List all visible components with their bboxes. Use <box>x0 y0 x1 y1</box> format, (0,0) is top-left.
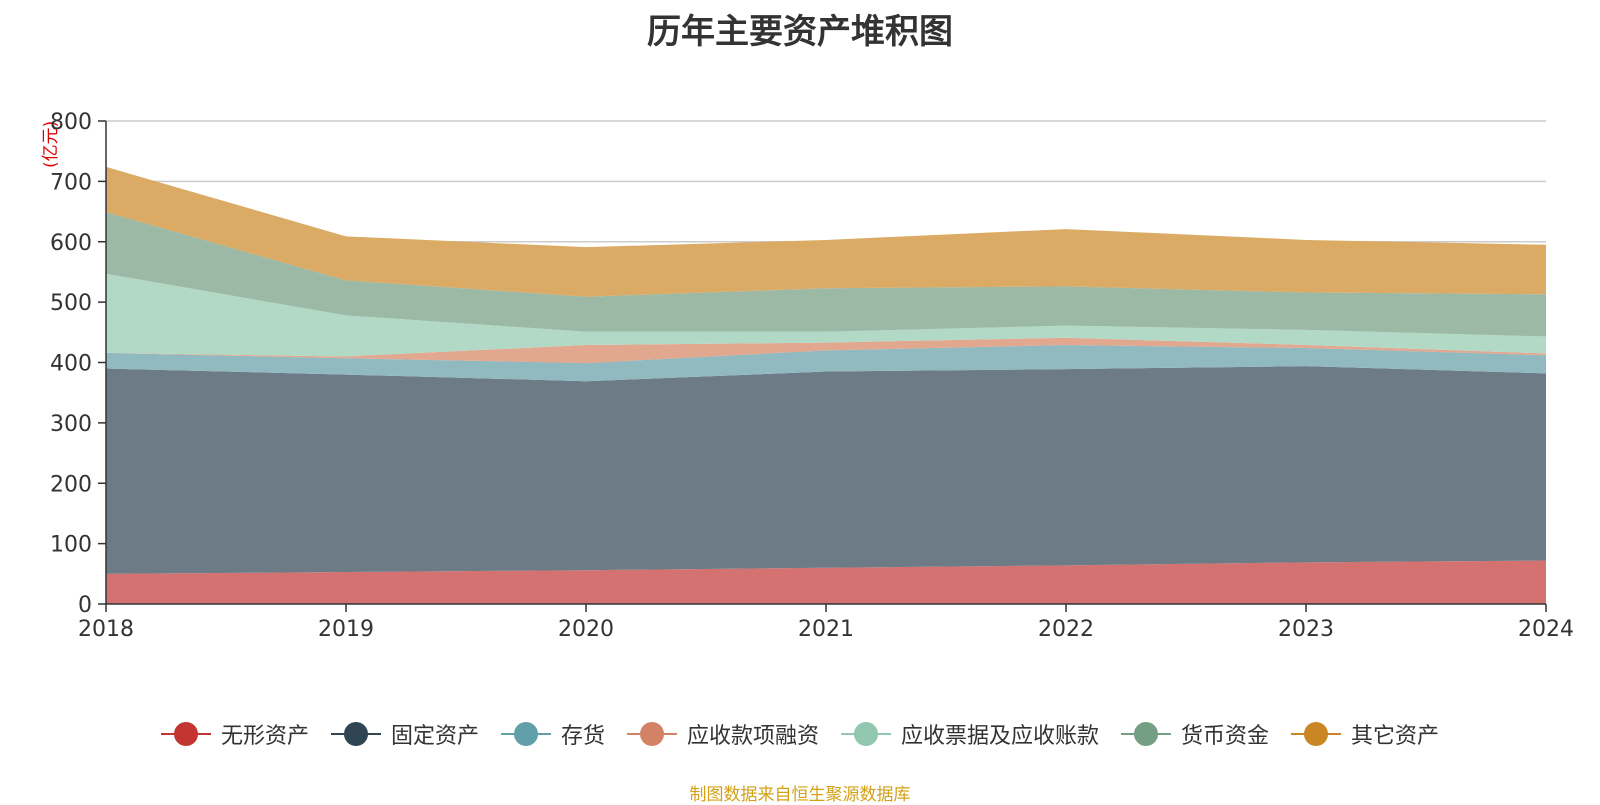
legend-marker-icon <box>626 722 677 746</box>
legend-marker-icon <box>330 722 381 746</box>
legend-marker-icon <box>160 722 211 746</box>
legend-item[interactable]: 固定资产 <box>330 718 479 750</box>
legend-label: 存货 <box>560 724 605 749</box>
y-tick-label: 500 <box>50 291 92 316</box>
legend-label: 固定资产 <box>390 724 479 749</box>
x-tick-label: 2020 <box>558 617 614 642</box>
y-tick-label: 100 <box>50 533 92 558</box>
legend-item[interactable]: 无形资产 <box>160 718 309 750</box>
area-其它资产[interactable] <box>106 166 1546 297</box>
x-axis-ticks: 2018 2019 2020 2021 2022 2023 2024 <box>78 604 1574 642</box>
legend-item[interactable]: 其它资产 <box>1291 718 1439 750</box>
legend-item[interactable]: 存货 <box>500 718 605 750</box>
area-应收款项融资[interactable] <box>106 337 1546 364</box>
legend-label: 应收票据及应收账款 <box>901 724 1100 749</box>
legend-label: 无形资产 <box>220 724 309 749</box>
legend-marker-icon <box>1121 722 1172 746</box>
area-固定资产[interactable] <box>106 366 1546 574</box>
chart-legend: 无形资产 固定资产 存货 应收款项融资 应收票据及应收账款 货币资金 其它资产 <box>0 718 1600 750</box>
legend-label: 应收款项融资 <box>686 724 819 749</box>
y-tick-label: 0 <box>78 593 92 618</box>
legend-label: 其它资产 <box>1351 724 1440 749</box>
legend-item[interactable]: 应收票据及应收账款 <box>841 718 1099 750</box>
y-axis-ticks: 0 100 200 300 400 500 600 700 800 <box>50 110 106 618</box>
area-无形资产[interactable] <box>106 560 1546 604</box>
area-应收票据及应收账款[interactable] <box>106 273 1546 357</box>
source-note: 制图数据来自恒生聚源数据库 <box>689 785 911 805</box>
x-tick-label: 2022 <box>1038 617 1094 642</box>
y-tick-label: 300 <box>50 412 92 437</box>
legend-marker-icon <box>500 722 551 746</box>
x-tick-label: 2018 <box>78 617 134 642</box>
legend-item[interactable]: 货币资金 <box>1121 718 1269 750</box>
y-tick-label: 200 <box>50 472 92 497</box>
x-tick-label: 2024 <box>1518 617 1574 642</box>
x-tick-label: 2023 <box>1278 617 1334 642</box>
area-存货[interactable] <box>106 344 1546 382</box>
y-tick-label: 600 <box>50 231 92 256</box>
area-series <box>106 166 1546 604</box>
legend-marker-icon <box>841 722 891 746</box>
x-tick-label: 2019 <box>318 617 374 642</box>
y-tick-label: 700 <box>50 170 92 195</box>
legend-label: 货币资金 <box>1181 724 1270 749</box>
chart-title: 历年主要资产堆积图 <box>647 12 953 52</box>
y-tick-label: 400 <box>50 352 92 377</box>
legend-marker-icon <box>1291 722 1342 746</box>
legend-item[interactable]: 应收款项融资 <box>626 718 819 750</box>
x-tick-label: 2021 <box>798 617 854 642</box>
y-tick-label: 800 <box>50 110 92 135</box>
area-货币资金[interactable] <box>106 212 1546 337</box>
